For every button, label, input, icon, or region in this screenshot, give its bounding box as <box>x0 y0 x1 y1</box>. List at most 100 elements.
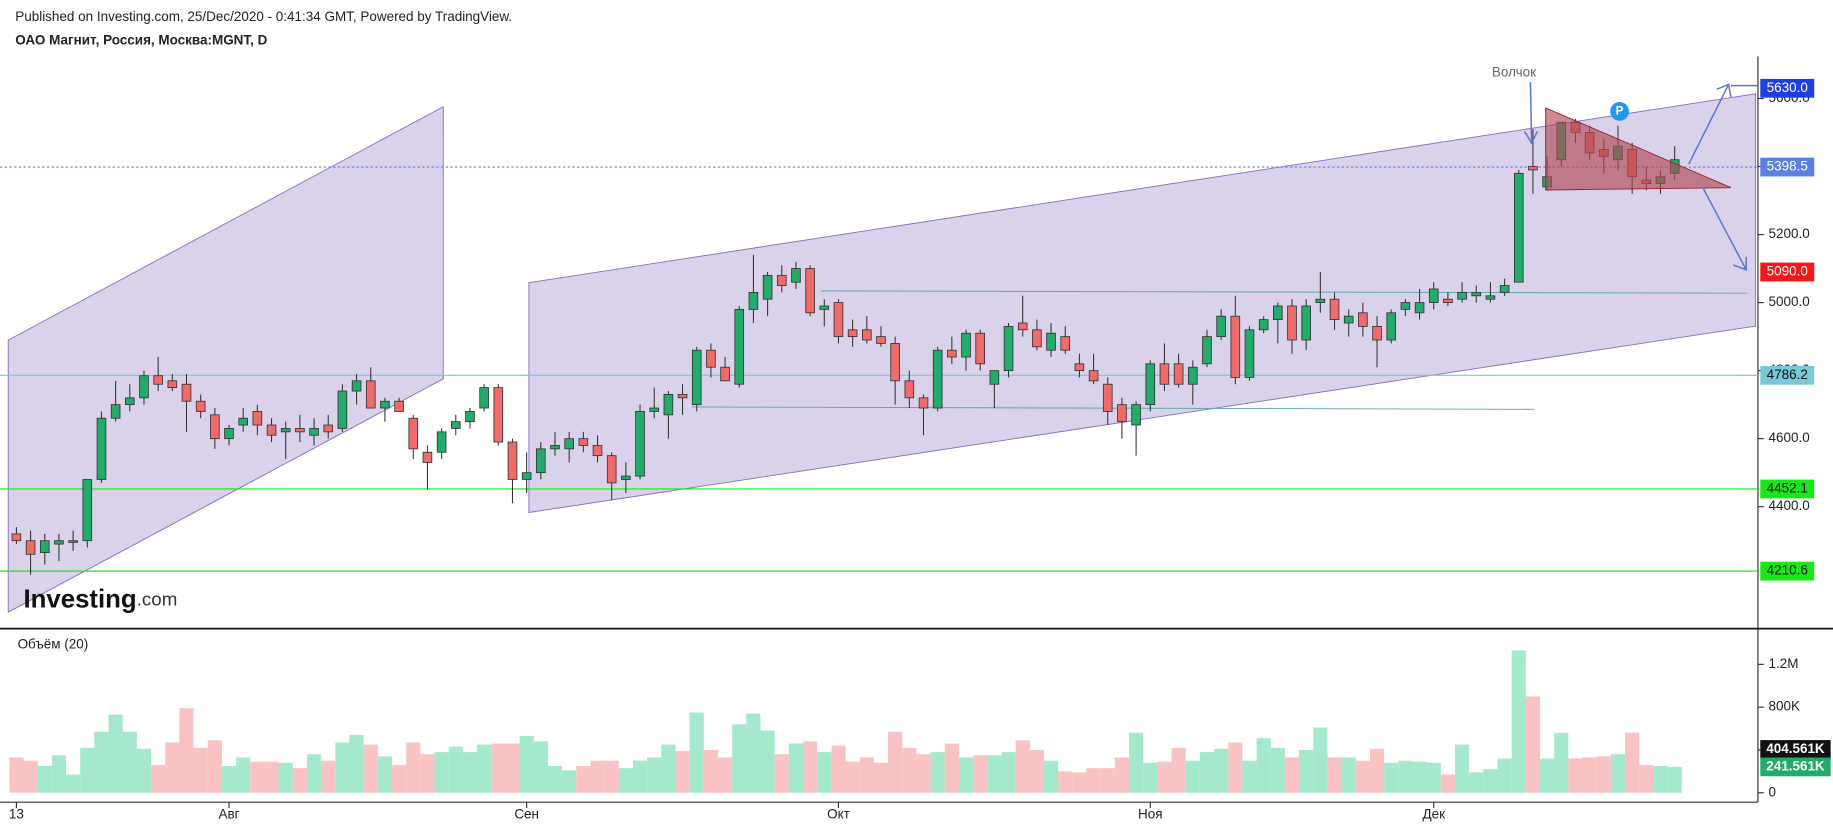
volume-bar <box>817 752 832 793</box>
volume-bar <box>1072 772 1087 793</box>
volume-bar <box>562 770 577 793</box>
volume-bar <box>122 731 137 793</box>
volume-bar <box>519 736 534 793</box>
x-tick-label: Ноя <box>1138 807 1163 822</box>
candle-body <box>1372 325 1382 341</box>
volume-bar <box>916 754 931 793</box>
candle-body <box>904 380 915 399</box>
candle-body <box>450 421 461 429</box>
candle-body <box>507 441 518 480</box>
volume-tick-label: 0 <box>1768 784 1776 799</box>
candle-body <box>776 274 787 286</box>
title: ОАО Магнит, Россия, Москва:MGNT, D <box>15 33 267 48</box>
candle-body <box>1117 404 1127 423</box>
candle-body <box>1102 383 1113 412</box>
candle-body <box>1017 322 1028 331</box>
candle-body <box>1273 305 1283 321</box>
candle-body <box>1443 298 1453 303</box>
volume-bar <box>902 747 917 793</box>
x-tick-label: 13 <box>9 807 24 822</box>
volume-bar <box>576 766 591 793</box>
volume-bar <box>477 744 492 793</box>
volume-bar <box>1398 760 1413 793</box>
candle-body <box>394 400 404 412</box>
volume-tick-label: 1.2M <box>1768 656 1798 671</box>
volume-bar <box>80 747 95 793</box>
candle-body <box>54 540 64 545</box>
candle-body <box>1258 319 1269 331</box>
volume-bar <box>94 731 109 793</box>
volume-bar <box>335 742 350 793</box>
volume-bar <box>831 745 846 793</box>
candle-body <box>1386 312 1397 341</box>
volume-bar <box>604 760 619 793</box>
candle-body <box>1457 291 1467 300</box>
candle-body <box>706 349 716 368</box>
channel-main <box>528 93 1757 514</box>
candle-body <box>479 387 489 409</box>
volume-bar <box>1469 772 1484 793</box>
candle-body <box>635 411 645 477</box>
volume-bar <box>37 766 52 793</box>
volume-bar <box>873 762 889 793</box>
candle-body <box>1230 315 1241 378</box>
candle-body <box>39 540 50 554</box>
volume-bar <box>179 708 194 793</box>
volume-bar <box>406 742 421 793</box>
volume-label: 404.561K <box>1766 741 1825 756</box>
y-tick-label: 4600.0 <box>1768 430 1809 445</box>
volume-bar <box>1129 732 1144 793</box>
volume-bar <box>1199 752 1215 793</box>
volume-bar <box>66 774 81 793</box>
price-label-box <box>1760 479 1815 499</box>
candle-body <box>11 533 22 542</box>
volume-bar <box>136 748 152 793</box>
candle-body <box>663 394 674 416</box>
volume-label: 241.561K <box>1766 758 1825 773</box>
volume-bar <box>732 724 747 793</box>
volume-bar <box>1412 761 1427 793</box>
volume-bar <box>859 757 874 793</box>
volume-bar <box>1171 747 1186 793</box>
candle-body <box>408 417 419 450</box>
volume-bar <box>987 755 1002 793</box>
candle-body <box>68 540 78 543</box>
candle-body <box>252 411 263 426</box>
candle-body <box>1343 315 1354 324</box>
candle-body <box>309 428 319 436</box>
volume-bar <box>278 762 293 793</box>
volume-bar <box>1086 768 1101 793</box>
volume-label-box <box>1760 740 1831 759</box>
volume-bar <box>151 764 166 793</box>
volume-bar <box>306 754 322 793</box>
volume-bar <box>462 752 478 793</box>
price-label-box <box>1760 78 1815 98</box>
volume-bar <box>392 764 407 793</box>
volume-bar <box>108 714 123 793</box>
candle-body <box>762 274 773 300</box>
candle-body <box>295 428 305 433</box>
volume-bar <box>349 734 364 793</box>
candle-body <box>96 417 107 480</box>
volume-bar <box>1029 749 1044 793</box>
candle-body <box>1329 298 1340 321</box>
logo-suffix: .com <box>137 588 178 609</box>
volume-bar <box>1043 760 1059 793</box>
candle-body <box>167 380 178 389</box>
candle-body <box>989 370 1000 385</box>
candle-body <box>606 455 617 484</box>
candle-body <box>791 268 801 283</box>
candle-body <box>493 387 504 443</box>
volume-bar <box>377 756 393 793</box>
volume-bar <box>788 743 804 793</box>
candle-body <box>947 349 957 358</box>
candle-body <box>1159 363 1170 385</box>
price-label: 5090.0 <box>1767 264 1808 279</box>
candle-body <box>436 431 447 453</box>
volume-bar <box>661 744 676 793</box>
candle-body <box>748 291 759 310</box>
volume-bar <box>1639 764 1654 793</box>
volume-bar <box>1540 758 1555 793</box>
volume-bar <box>1596 756 1611 793</box>
price-label: 5630.0 <box>1767 80 1808 95</box>
